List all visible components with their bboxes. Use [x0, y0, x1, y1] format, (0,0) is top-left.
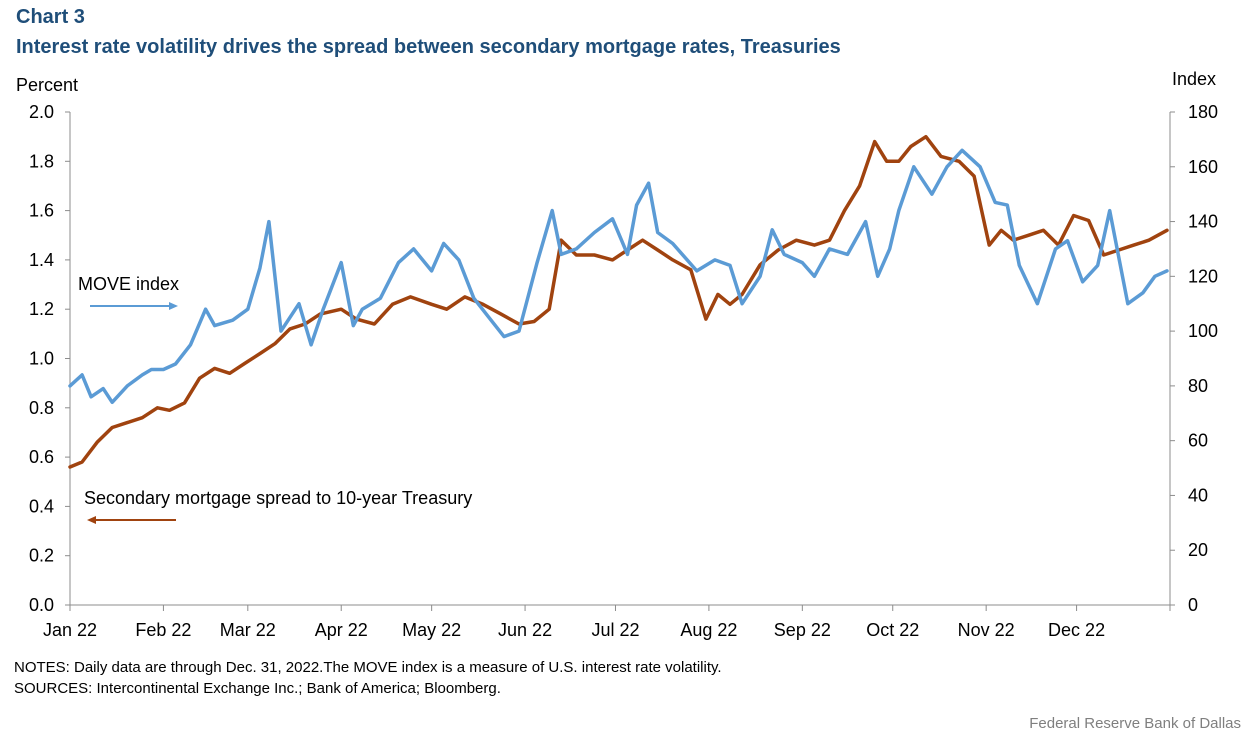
- left-tick-label: 0.2: [29, 546, 54, 566]
- left-tick-label: 1.2: [29, 299, 54, 319]
- x-tick-label: Feb 22: [135, 620, 191, 640]
- x-tick-label: Mar 22: [220, 620, 276, 640]
- left-tick-label: 2.0: [29, 102, 54, 122]
- left-tick-label: 0.0: [29, 595, 54, 615]
- x-tick-label: Jan 22: [43, 620, 97, 640]
- x-tick-label: Apr 22: [315, 620, 368, 640]
- left-tick-label: 1.4: [29, 250, 54, 270]
- left-tick-label: 0.6: [29, 447, 54, 467]
- series-line-mortgage-spread: [68, 134, 1169, 469]
- right-tick-label: 180: [1188, 102, 1218, 122]
- x-tick-label: Sep 22: [774, 620, 831, 640]
- right-tick-label: 140: [1188, 212, 1218, 232]
- left-axis-label: Percent: [16, 75, 78, 95]
- annotation-move-arrow-head: [169, 302, 178, 310]
- x-tick-label: Oct 22: [866, 620, 919, 640]
- left-tick-label: 1.8: [29, 151, 54, 171]
- right-tick-label: 0: [1188, 595, 1198, 615]
- left-tick-label: 0.4: [29, 496, 54, 516]
- annotation-spread: Secondary mortgage spread to 10-year Tre…: [84, 488, 472, 524]
- sources-text: SOURCES: Intercontinental Exchange Inc.;…: [14, 680, 501, 697]
- chart-title: Interest rate volatility drives the spre…: [16, 36, 841, 58]
- right-tick-label: 60: [1188, 431, 1208, 451]
- annotation-spread-label: Secondary mortgage spread to 10-year Tre…: [84, 488, 472, 508]
- left-tick-label: 1.0: [29, 349, 54, 369]
- x-tick-label: Jun 22: [498, 620, 552, 640]
- annotation-move-label: MOVE index: [78, 274, 179, 294]
- right-axis-label: Index: [1172, 69, 1216, 89]
- right-tick-label: 120: [1188, 266, 1218, 286]
- right-tick-label: 80: [1188, 376, 1208, 396]
- series-line-move-index: [68, 148, 1169, 405]
- annotation-move: MOVE index: [78, 274, 179, 310]
- right-tick-label: 100: [1188, 321, 1218, 341]
- x-tick-label: Jul 22: [591, 620, 639, 640]
- credit: Federal Reserve Bank of Dallas: [1029, 715, 1241, 732]
- notes-text: NOTES: Daily data are through Dec. 31, 2…: [14, 659, 722, 676]
- left-tick-label: 1.6: [29, 201, 54, 221]
- notes-block: NOTES: Daily data are through Dec. 31, 2…: [14, 657, 722, 699]
- x-tick-label: Aug 22: [680, 620, 737, 640]
- x-tick-label: May 22: [402, 620, 461, 640]
- x-tick-label: Dec 22: [1048, 620, 1105, 640]
- x-tick-label: Nov 22: [958, 620, 1015, 640]
- left-tick-label: 0.8: [29, 398, 54, 418]
- right-tick-label: 20: [1188, 540, 1208, 560]
- chart-label: Chart 3: [16, 6, 85, 28]
- right-tick-label: 40: [1188, 485, 1208, 505]
- right-tick-label: 160: [1188, 157, 1218, 177]
- annotation-spread-arrow-head: [87, 516, 96, 524]
